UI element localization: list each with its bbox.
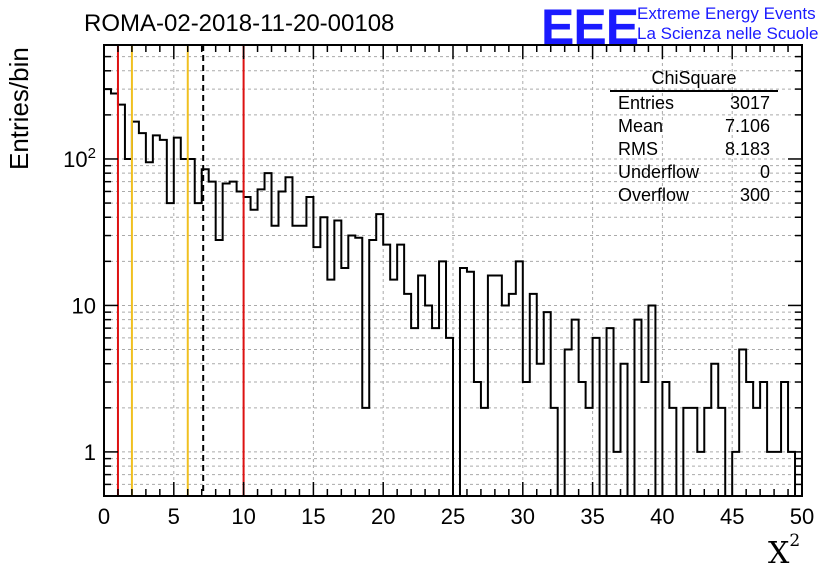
x-tick-label: 30: [511, 504, 535, 529]
y-tick-label-base: 10: [63, 147, 87, 172]
y-tick-label: 1: [84, 440, 96, 465]
stats-title: ChiSquare: [610, 66, 778, 92]
y-tick-label: 10: [72, 293, 96, 318]
stats-value: 7.106: [724, 116, 770, 136]
stats-value: 8.183: [724, 139, 770, 159]
stats-box: ChiSquare Entries 3017 Mean 7.106 RMS 8.183 Un…: [610, 66, 778, 207]
chart-title: ROMA-02-2018-11-20-00108: [84, 10, 395, 37]
x-axis-label: Χ2: [768, 531, 800, 571]
stats-row-mean: Mean 7.106: [610, 115, 778, 138]
stats-label: Underflow: [618, 162, 700, 182]
stats-row-underflow: Underflow 0: [610, 161, 778, 184]
x-tick-label: 10: [231, 504, 255, 529]
eee-logo: EEE: [541, 0, 639, 55]
x-axis-label-base: Χ: [768, 536, 790, 571]
y-tick-label: 102: [63, 145, 96, 172]
logo-line-2: La Scienza nelle Scuole: [637, 24, 819, 43]
x-tick-label: 5: [168, 504, 180, 529]
stats-label: Overflow: [618, 185, 690, 205]
stats-row-rms: RMS 8.183: [610, 138, 778, 161]
x-axis-label-sup: 2: [789, 531, 801, 551]
stats-row-overflow: Overflow 300: [610, 184, 778, 207]
stats-value: 3017: [729, 93, 770, 113]
y-axis-label: Entries/bin: [4, 47, 34, 170]
x-tick-label: 25: [441, 504, 465, 529]
stats-label: Entries: [618, 93, 675, 113]
x-tick-label: 45: [720, 504, 744, 529]
y-tick-label-exp: 2: [88, 145, 96, 162]
x-tick-label: 0: [98, 504, 110, 529]
stats-value: 300: [739, 185, 770, 205]
x-tick-label: 50: [790, 504, 814, 529]
stats-value: 0: [759, 162, 770, 182]
x-tick-label: 35: [580, 504, 604, 529]
x-tick-label: 20: [371, 504, 395, 529]
x-tick-label: 15: [301, 504, 325, 529]
stats-label: Mean: [618, 116, 664, 136]
logo-line-1: Extreme Energy Events: [637, 4, 816, 23]
stats-label: RMS: [618, 139, 658, 159]
x-tick-label: 40: [650, 504, 674, 529]
stats-row-entries: Entries 3017: [610, 92, 778, 115]
